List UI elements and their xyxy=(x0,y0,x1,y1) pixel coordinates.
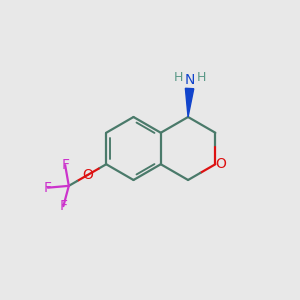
Text: O: O xyxy=(82,168,93,182)
Text: F: F xyxy=(61,158,69,172)
Text: H: H xyxy=(173,71,183,84)
Text: H: H xyxy=(196,71,206,84)
Text: N: N xyxy=(184,73,195,87)
Text: F: F xyxy=(59,199,68,213)
Polygon shape xyxy=(185,88,194,117)
Text: O: O xyxy=(215,157,226,171)
Text: F: F xyxy=(44,181,52,195)
